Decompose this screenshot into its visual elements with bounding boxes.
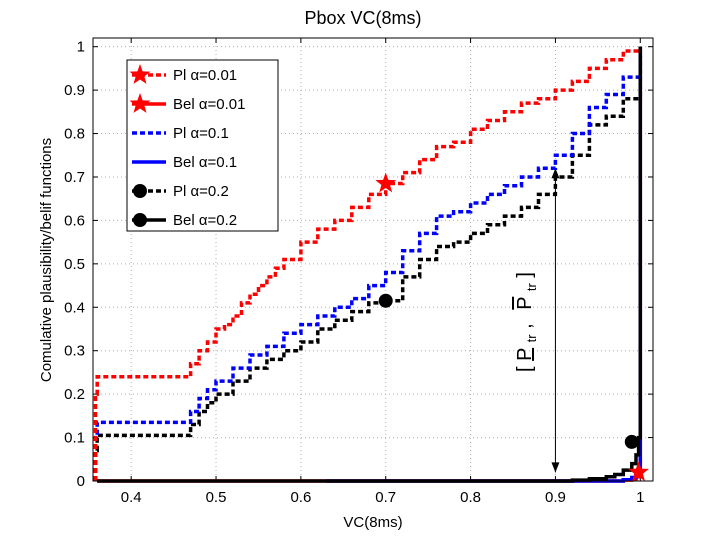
- legend-marker-4: [133, 184, 147, 198]
- legend-label-5: Bel α=0.2: [173, 212, 237, 229]
- axis-ticks: 0.4 0.5 0.6 0.7 0.8 0.9 1 0 0.1 0.2 0.3 0.4 0.5 0.6 0.…: [64, 38, 653, 506]
- y-axis-label: Comulative plausibility/belif functions: [38, 138, 55, 382]
- interval-close-bracket: ]: [514, 272, 536, 278]
- x-tick-label-2: 0.6: [290, 489, 311, 506]
- x-tick-label-4: 0.8: [460, 489, 481, 506]
- plot-frame: [92, 37, 654, 482]
- series-line-2: [93, 55, 643, 481]
- y-tick-label-7: 0.7: [64, 169, 85, 186]
- y-tick-label-10: 1: [77, 39, 85, 56]
- legend-label-1: Bel α=0.01: [173, 96, 245, 113]
- legend-label-2: Pl α=0.1: [173, 125, 229, 142]
- y-tick-label-8: 0.8: [64, 126, 85, 143]
- p-upper-subscript: tr: [524, 283, 539, 292]
- series-line-0: [93, 46, 643, 481]
- y-tick-label-3: 0.3: [64, 343, 85, 360]
- y-tick-label-2: 0.2: [64, 386, 85, 403]
- x-tick-label-0: 0.4: [121, 489, 142, 506]
- interval-annotation: [ P tr , P tr ]: [514, 168, 560, 473]
- legend: Pl α=0.01 Bel α=0.01 Pl α=0.1 Bel α=0.1 Pl α…: [126, 59, 279, 232]
- p-lower-subscript: tr: [524, 334, 539, 343]
- arrow-head-down: [551, 462, 560, 473]
- series-marker-1: [628, 461, 649, 482]
- y-tick-label-6: 0.6: [64, 212, 85, 229]
- series-marker-5: [624, 434, 639, 449]
- y-tick-label-9: 0.9: [64, 82, 85, 99]
- p-lower-symbol: P: [514, 348, 536, 361]
- x-tick-label-1: 0.5: [206, 489, 227, 506]
- arrow-head-up: [551, 168, 560, 179]
- legend-label-4: Pl α=0.2: [173, 183, 229, 200]
- x-tick-label-6: 1: [636, 489, 644, 506]
- series-marker-4: [378, 293, 393, 308]
- y-tick-label-1: 0.1: [64, 430, 85, 447]
- x-tick-label-5: 0.9: [545, 489, 566, 506]
- y-tick-label-0: 0: [77, 473, 85, 490]
- interval-comma: ,: [514, 323, 536, 329]
- legend-marker-0: [129, 64, 151, 84]
- legend-label-0: Pl α=0.01: [173, 67, 237, 84]
- legend-box: [126, 59, 279, 232]
- series-marker-0: [375, 172, 397, 193]
- chart-title: Pbox VC(8ms): [304, 8, 421, 28]
- legend-marker-5: [133, 213, 147, 227]
- interval-label: [ P tr , P tr ]: [514, 272, 541, 372]
- series-markers: [375, 172, 649, 482]
- y-tick-label-5: 0.5: [64, 256, 85, 273]
- y-tick-label-4: 0.4: [64, 299, 85, 316]
- legend-marker-1: [129, 93, 151, 113]
- p-upper-symbol: P: [514, 297, 536, 310]
- x-tick-label-3: 0.7: [375, 489, 396, 506]
- interval-open-bracket: [: [514, 366, 536, 372]
- x-axis-label: VC(8ms): [343, 514, 402, 531]
- legend-label-3: Bel α=0.1: [173, 154, 237, 171]
